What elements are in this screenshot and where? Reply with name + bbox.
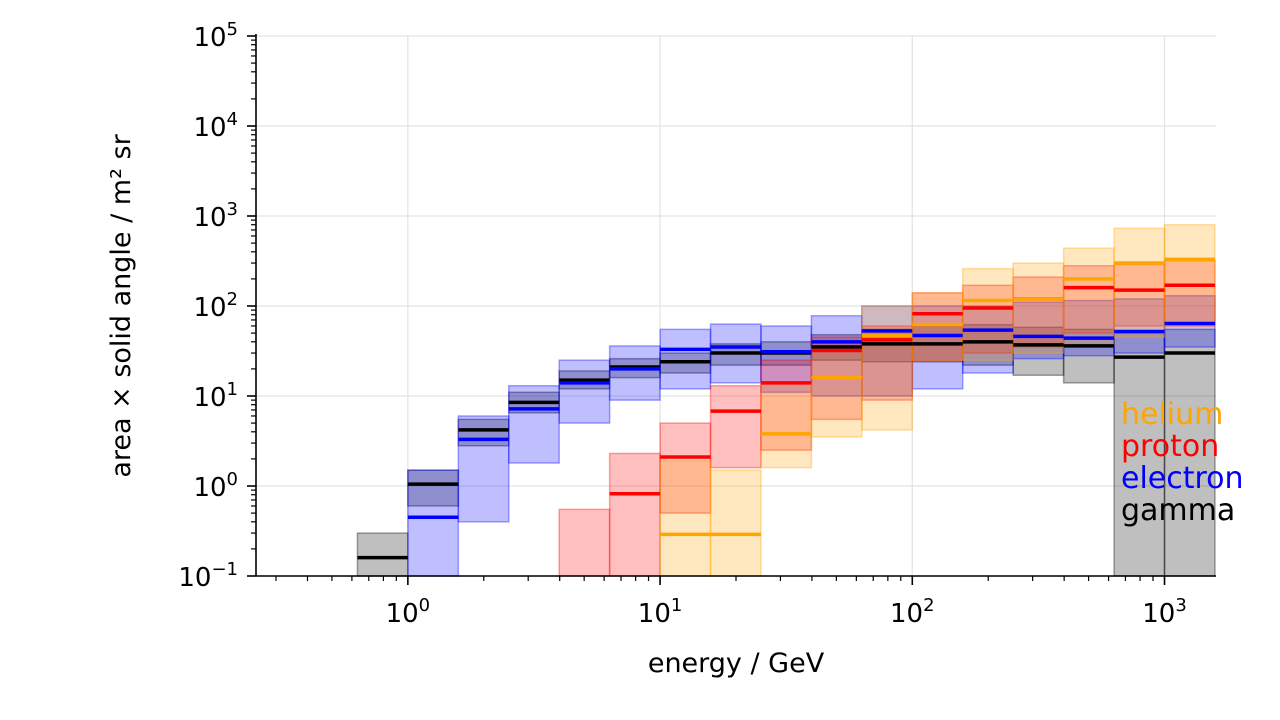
y-tick-label: 102: [193, 289, 238, 323]
y-tick-label: 101: [193, 379, 238, 413]
x-tick-label: 101: [638, 595, 683, 629]
legend-entry-gamma: gamma: [1121, 493, 1235, 528]
electron-band: [911, 305, 964, 390]
electron-band: [810, 314, 863, 397]
helium-band: [1062, 247, 1115, 348]
helium-band: [1163, 223, 1216, 327]
gamma-band: [457, 418, 510, 447]
proton-band: [659, 422, 712, 514]
uncertainty-bands: [356, 223, 1216, 577]
x-tick-label: 100: [386, 595, 431, 629]
electron-band: [961, 305, 1014, 374]
x-axis-title: energy / GeV: [648, 648, 825, 679]
electron-band: [659, 328, 712, 390]
proton-band: [709, 384, 762, 469]
proton-band: [558, 508, 611, 577]
legend-entry-helium: helium: [1121, 397, 1223, 432]
y-tick-label: 10−1: [178, 559, 238, 593]
electron-band: [507, 384, 560, 464]
axes: 100 101 102 103 10−1 100 101 102 103 104 105: [178, 19, 1216, 629]
electron-band: [407, 469, 460, 577]
helium-band: [709, 469, 762, 577]
y-axis-title: area × solid angle / m² sr: [106, 133, 137, 477]
electron-band: [1113, 298, 1166, 354]
helium-band: [911, 292, 964, 361]
x-tick-label: 102: [890, 595, 935, 629]
helium-band: [810, 346, 863, 438]
y-tick-label: 100: [193, 469, 238, 503]
electron-band: [861, 305, 914, 397]
gamma-band: [1113, 332, 1166, 577]
helium-band: [961, 267, 1014, 361]
x-tick-label: 103: [1142, 595, 1187, 629]
helium-band: [1113, 227, 1166, 338]
legend-entry-proton: proton: [1121, 429, 1219, 464]
y-tick-label: 104: [193, 109, 238, 143]
bin-value-lines: [357, 257, 1215, 560]
proton-band: [1163, 259, 1216, 327]
proton-band: [911, 292, 964, 361]
legend-entry-electron: electron: [1121, 461, 1244, 496]
electron-band: [1163, 294, 1216, 348]
electron-band: [457, 415, 510, 523]
helium-band: [861, 305, 914, 431]
helium-band: [760, 382, 813, 469]
gamma-band: [407, 469, 460, 507]
electron-band: [608, 345, 661, 401]
helium-band: [1012, 262, 1065, 354]
gamma-band: [1163, 328, 1216, 577]
y-tick-label: 105: [193, 19, 238, 53]
y-tick-label: 103: [193, 199, 238, 233]
electron-band: [558, 359, 611, 424]
gamma-band: [356, 532, 409, 577]
helium-band: [659, 460, 712, 577]
proton-band: [608, 452, 661, 577]
proton-band: [1062, 265, 1115, 334]
electron-band: [1012, 301, 1065, 360]
